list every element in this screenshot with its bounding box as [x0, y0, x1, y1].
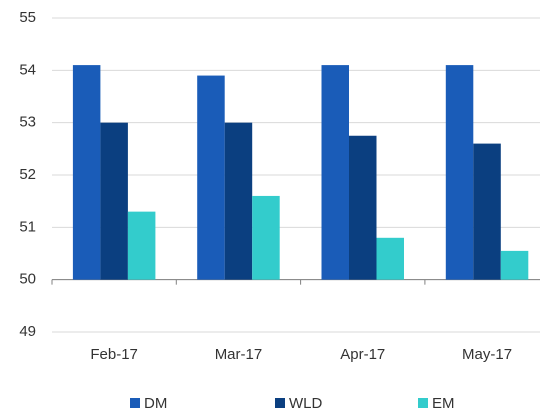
- bar: [197, 75, 225, 280]
- y-tick-label: 54: [19, 61, 36, 78]
- y-tick-label: 51: [19, 218, 36, 235]
- x-tick-label: Feb-17: [90, 346, 138, 363]
- bar: [100, 122, 128, 280]
- x-tick-label: Apr-17: [340, 346, 385, 363]
- bar: [224, 122, 253, 280]
- y-tick-label: 55: [19, 9, 36, 26]
- y-tick-label: 52: [19, 166, 36, 183]
- legend-label: DM: [144, 395, 167, 411]
- bar: [473, 143, 501, 280]
- x-tick-label: Mar-17: [215, 346, 263, 363]
- bar: [349, 135, 377, 280]
- bar: [376, 237, 404, 280]
- y-tick-label: 50: [19, 271, 36, 288]
- y-tick-label: 53: [19, 114, 36, 131]
- legend-swatch: [418, 398, 428, 408]
- bar: [445, 65, 474, 280]
- legend-swatch: [275, 398, 285, 408]
- bar: [321, 65, 349, 280]
- bar: [127, 211, 156, 280]
- bar: [72, 65, 101, 280]
- legend-swatch: [130, 398, 140, 408]
- bar: [252, 195, 280, 280]
- legend-label: EM: [432, 395, 455, 411]
- legend-label: WLD: [289, 395, 323, 411]
- x-tick-label: May-17: [462, 346, 512, 363]
- y-tick-label: 49: [19, 323, 36, 340]
- bar: [500, 250, 529, 280]
